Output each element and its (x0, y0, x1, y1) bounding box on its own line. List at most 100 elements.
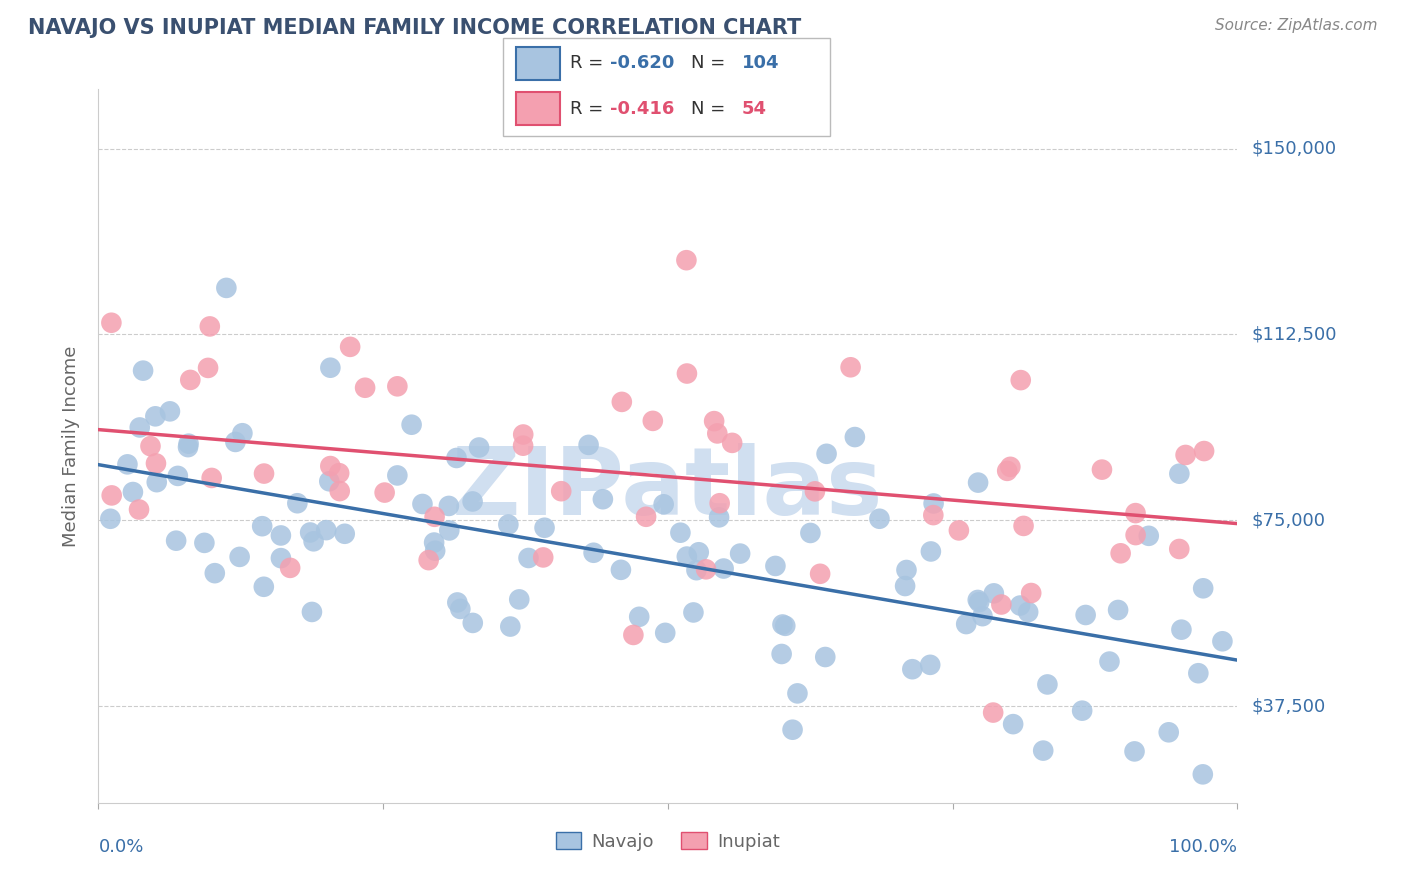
Point (132, 364, 155, 378)
Point (621, 628, 644, 642)
Point (995, 464, 1018, 478)
Text: ZIPatlas: ZIPatlas (453, 442, 883, 535)
Point (128, 420, 150, 434)
Point (772, 617, 794, 632)
Point (177, 436, 200, 450)
Point (329, 484, 352, 499)
Point (315, 523, 337, 537)
Point (179, 373, 201, 387)
Text: 54: 54 (742, 100, 768, 118)
Point (922, 496, 945, 510)
Point (270, 528, 292, 542)
Point (896, 563, 918, 577)
Point (1012, 519, 1035, 533)
Text: N =: N = (692, 100, 731, 118)
Point (1098, 655, 1121, 669)
Point (204, 566, 226, 581)
Point (423, 509, 446, 524)
Point (669, 525, 692, 540)
Text: $37,500: $37,500 (1251, 698, 1326, 715)
Point (688, 545, 710, 559)
Point (610, 395, 633, 409)
Point (499, 619, 522, 633)
Point (1091, 462, 1114, 476)
Point (582, 546, 605, 560)
Point (117, 458, 139, 472)
Point (1192, 582, 1215, 596)
Text: 100.0%: 100.0% (1170, 838, 1237, 856)
Point (228, 549, 250, 564)
Point (1125, 528, 1147, 542)
Point (437, 499, 460, 513)
Point (713, 561, 735, 575)
Point (675, 253, 697, 268)
Point (319, 360, 342, 375)
Point (706, 426, 728, 441)
Point (799, 525, 821, 540)
Text: 0.0%: 0.0% (98, 838, 143, 856)
Point (695, 562, 717, 576)
Point (446, 450, 468, 465)
FancyBboxPatch shape (516, 47, 560, 79)
Point (1074, 607, 1097, 622)
Point (1174, 448, 1197, 462)
Point (1107, 603, 1129, 617)
Point (328, 466, 350, 480)
Point (628, 609, 651, 624)
Point (318, 475, 340, 489)
Point (815, 447, 838, 461)
Point (461, 615, 484, 630)
Point (786, 686, 808, 700)
Point (1168, 467, 1191, 481)
Text: N =: N = (692, 54, 731, 72)
Point (508, 592, 530, 607)
Point (253, 467, 276, 481)
Point (1168, 541, 1191, 556)
Point (468, 441, 491, 455)
Point (512, 427, 534, 442)
Point (1010, 373, 1032, 387)
Point (1157, 725, 1180, 739)
Text: -0.620: -0.620 (610, 54, 675, 72)
Point (728, 547, 751, 561)
Point (498, 517, 520, 532)
Text: $75,000: $75,000 (1251, 511, 1326, 529)
Point (765, 558, 787, 573)
Point (703, 414, 725, 428)
Point (966, 593, 988, 607)
Point (339, 340, 361, 354)
Point (1071, 704, 1094, 718)
Point (418, 553, 440, 567)
Point (100, 512, 122, 526)
Point (869, 512, 891, 526)
Point (682, 606, 704, 620)
Point (285, 496, 308, 510)
Point (782, 723, 804, 737)
Point (446, 595, 468, 609)
Point (983, 586, 1005, 600)
Point (804, 484, 827, 499)
Point (1000, 459, 1022, 474)
Point (215, 281, 238, 295)
Point (1192, 444, 1215, 458)
Point (301, 605, 323, 619)
Point (610, 563, 633, 577)
Point (533, 521, 555, 535)
Point (955, 617, 977, 632)
Text: $112,500: $112,500 (1251, 326, 1337, 343)
Point (592, 492, 614, 507)
Point (685, 563, 707, 577)
Point (461, 494, 484, 508)
Point (333, 526, 356, 541)
Point (721, 435, 744, 450)
Point (100, 488, 122, 502)
Point (165, 533, 187, 548)
Point (808, 566, 831, 581)
Point (770, 647, 793, 661)
Point (354, 381, 377, 395)
Point (197, 360, 219, 375)
Point (652, 497, 675, 511)
Point (920, 544, 942, 558)
Legend: Navajo, Inupiat: Navajo, Inupiat (548, 825, 787, 858)
Point (707, 510, 730, 524)
